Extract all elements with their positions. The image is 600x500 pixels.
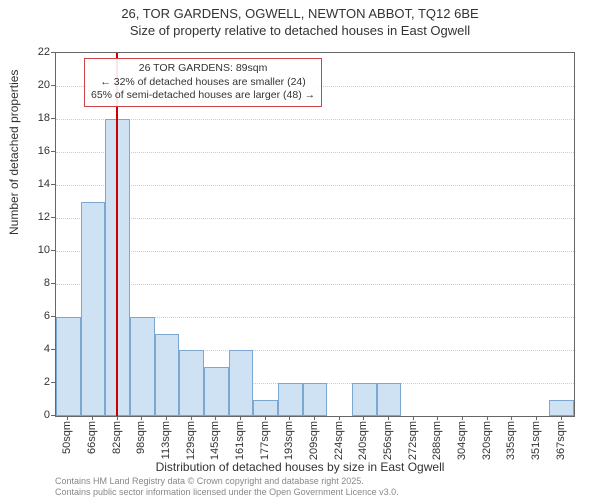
annotation-line-1: 26 TOR GARDENS: 89sqm xyxy=(91,62,315,76)
property-marker-line xyxy=(116,53,118,416)
xtick-label: 50sqm xyxy=(61,421,73,454)
xtick-label: 129sqm xyxy=(185,421,197,460)
ytick-label: 14 xyxy=(20,178,50,190)
histogram-bar xyxy=(278,383,303,416)
histogram-bar xyxy=(56,317,81,416)
ytick-label: 4 xyxy=(20,343,50,355)
xtick-label: 224sqm xyxy=(333,421,345,460)
y-axis-label: Number of detached properties xyxy=(7,70,21,235)
histogram-bar xyxy=(352,383,377,416)
ytick-label: 12 xyxy=(20,211,50,223)
ytick-label: 22 xyxy=(20,46,50,58)
xtick-label: 240sqm xyxy=(357,421,369,460)
ytick-label: 2 xyxy=(20,376,50,388)
histogram-bar xyxy=(303,383,328,416)
xtick-label: 256sqm xyxy=(382,421,394,460)
xtick-label: 304sqm xyxy=(456,421,468,460)
histogram-bar xyxy=(229,350,254,416)
xtick-label: 145sqm xyxy=(209,421,221,460)
xtick-label: 66sqm xyxy=(86,421,98,454)
xtick-label: 351sqm xyxy=(530,421,542,460)
title-line-2: Size of property relative to detached ho… xyxy=(0,23,600,40)
ytick-label: 0 xyxy=(20,409,50,421)
histogram-bar xyxy=(253,400,278,417)
xtick-label: 193sqm xyxy=(283,421,295,460)
xtick-label: 113sqm xyxy=(160,421,172,459)
histogram-bar xyxy=(130,317,155,416)
title-block: 26, TOR GARDENS, OGWELL, NEWTON ABBOT, T… xyxy=(0,6,600,40)
xtick-label: 98sqm xyxy=(135,421,147,454)
title-line-1: 26, TOR GARDENS, OGWELL, NEWTON ABBOT, T… xyxy=(0,6,600,23)
xtick-label: 82sqm xyxy=(111,421,123,454)
ytick-label: 6 xyxy=(20,310,50,322)
xtick-label: 288sqm xyxy=(431,421,443,460)
histogram-bar xyxy=(204,367,229,417)
annotation-line-2: ← 32% of detached houses are smaller (24… xyxy=(91,76,315,90)
xtick-label: 177sqm xyxy=(259,421,271,460)
ytick-label: 8 xyxy=(20,277,50,289)
footer-line-1: Contains HM Land Registry data © Crown c… xyxy=(55,476,399,487)
plot-area: 26 TOR GARDENS: 89sqm ← 32% of detached … xyxy=(55,52,575,417)
xtick-label: 320sqm xyxy=(481,421,493,460)
ytick-label: 16 xyxy=(20,145,50,157)
annotation-box: 26 TOR GARDENS: 89sqm ← 32% of detached … xyxy=(84,58,322,107)
x-axis-label: Distribution of detached houses by size … xyxy=(0,460,600,474)
xtick-label: 272sqm xyxy=(407,421,419,460)
footer-attribution: Contains HM Land Registry data © Crown c… xyxy=(55,476,399,498)
histogram-bar xyxy=(549,400,574,417)
histogram-bar xyxy=(81,202,106,417)
histogram-bar xyxy=(377,383,402,416)
xtick-label: 335sqm xyxy=(505,421,517,460)
footer-line-2: Contains public sector information licen… xyxy=(55,487,399,498)
ytick-label: 10 xyxy=(20,244,50,256)
histogram-bar xyxy=(155,334,180,417)
ytick-label: 20 xyxy=(20,79,50,91)
xtick-label: 209sqm xyxy=(308,421,320,460)
xtick-label: 161sqm xyxy=(234,421,246,460)
xtick-label: 367sqm xyxy=(555,421,567,460)
annotation-line-3: 65% of semi-detached houses are larger (… xyxy=(91,89,315,103)
ytick-label: 18 xyxy=(20,112,50,124)
histogram-bar xyxy=(179,350,204,416)
chart-container: 26, TOR GARDENS, OGWELL, NEWTON ABBOT, T… xyxy=(0,0,600,500)
